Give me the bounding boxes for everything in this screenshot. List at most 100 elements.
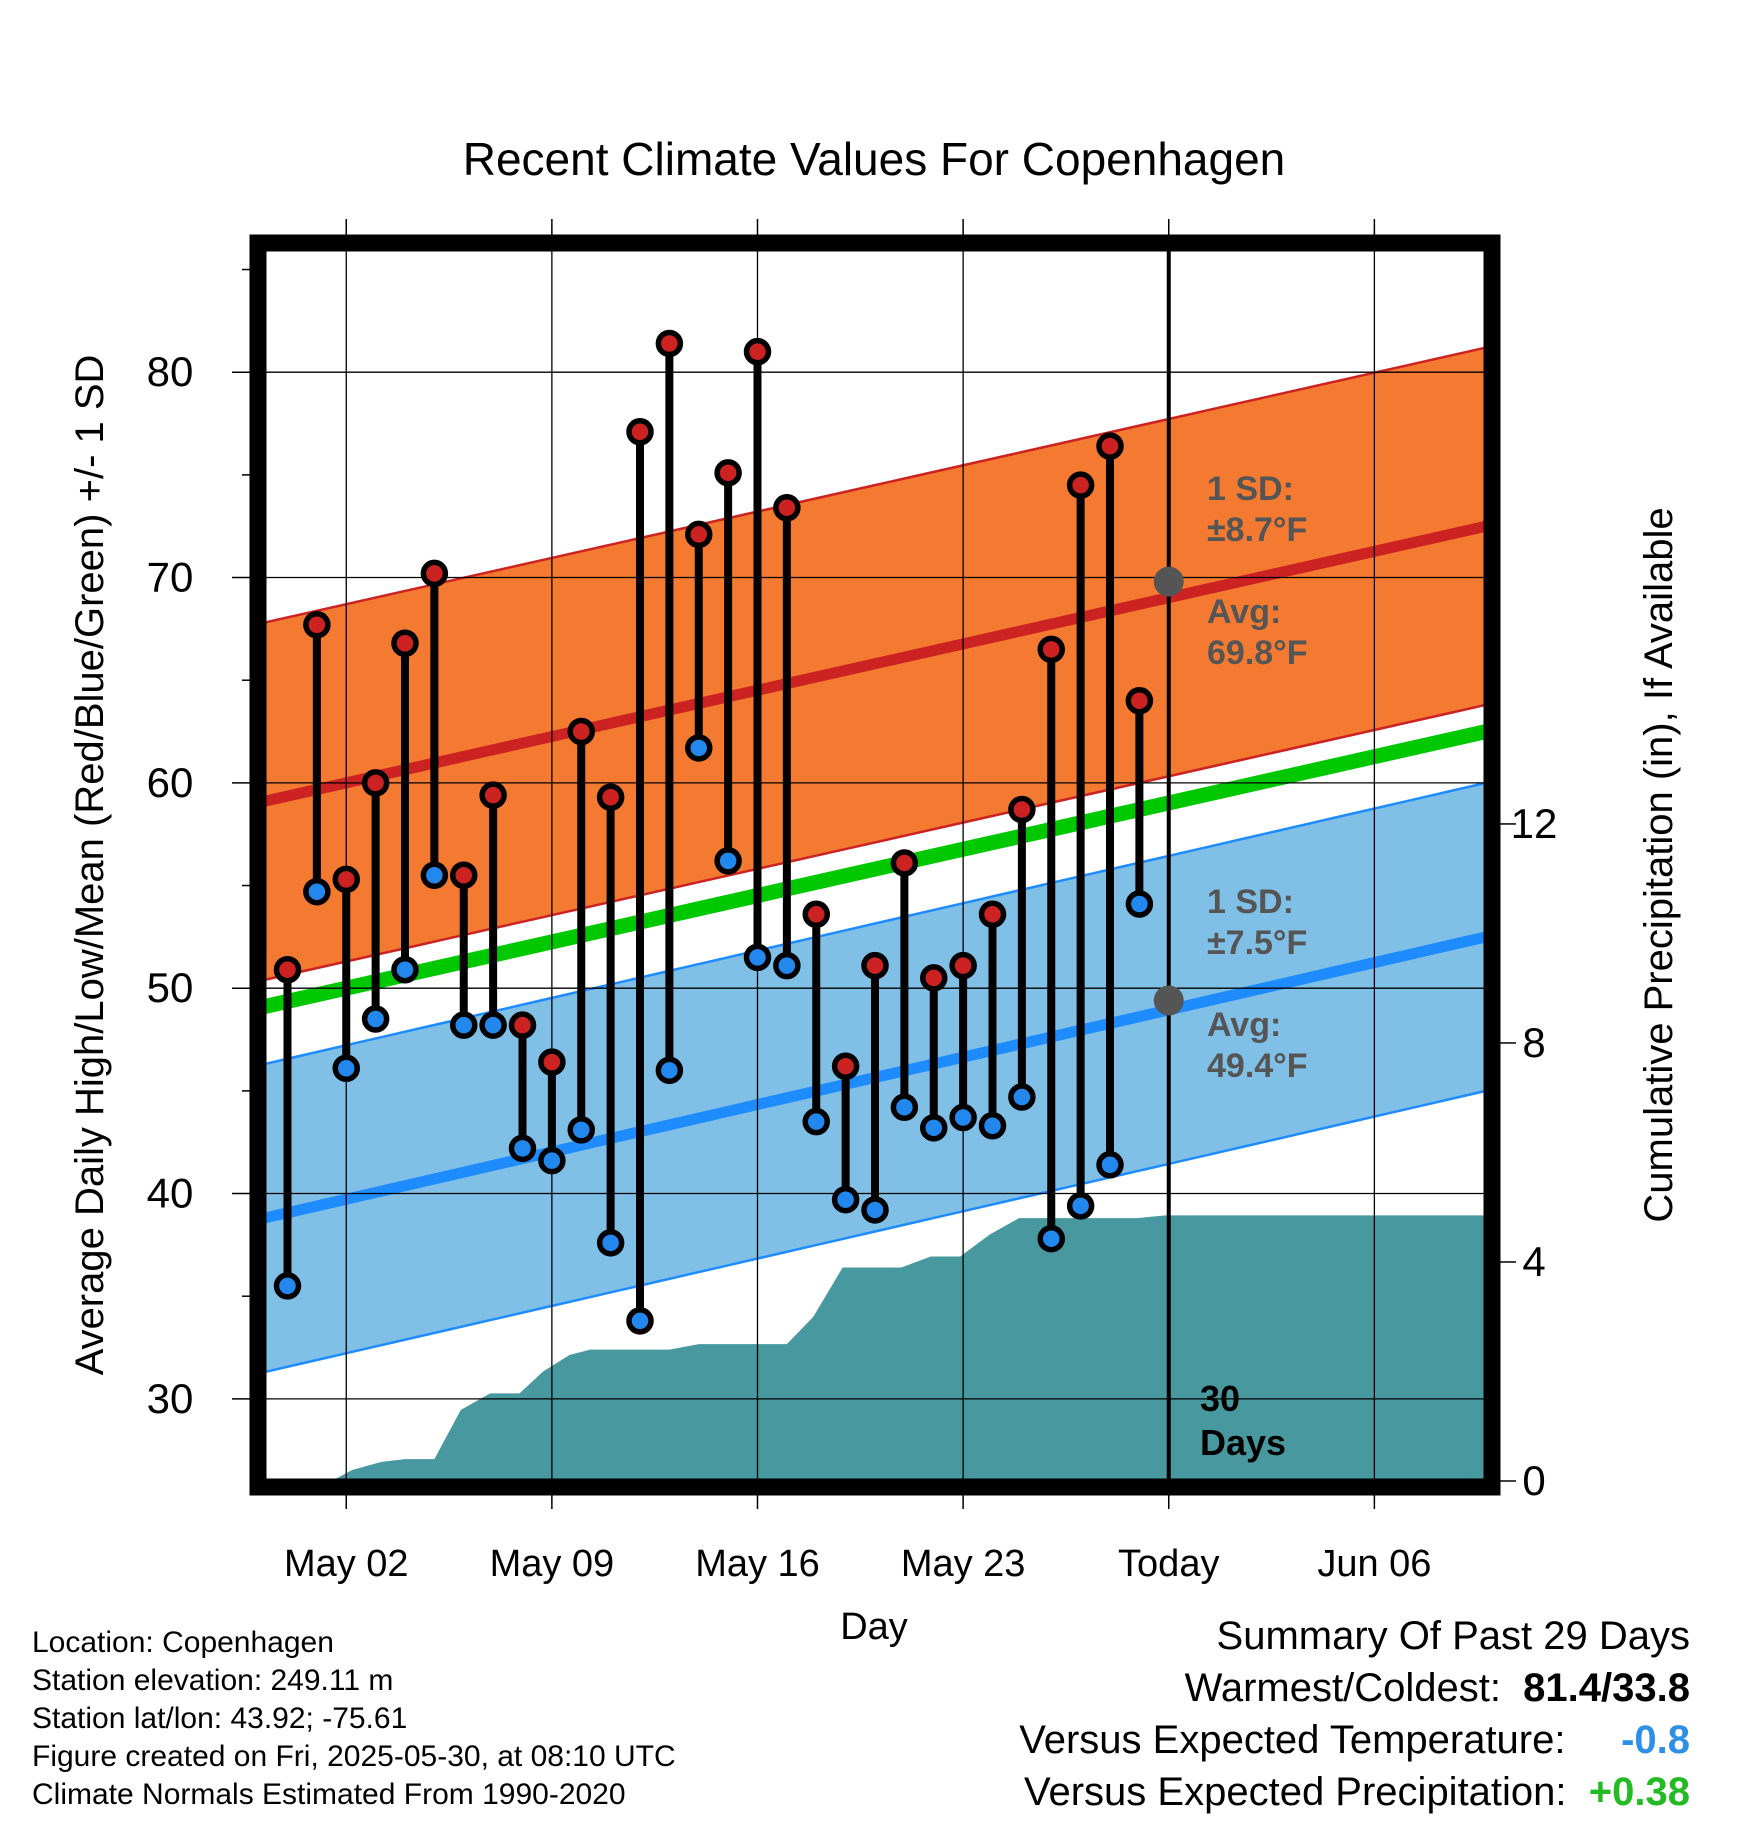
high-point bbox=[920, 964, 948, 992]
low-point bbox=[273, 1272, 302, 1300]
low-point bbox=[655, 1056, 684, 1085]
low-point bbox=[743, 943, 772, 972]
high-point bbox=[655, 329, 684, 358]
high-point bbox=[890, 849, 919, 877]
summary-title: Summary Of Past 29 Days bbox=[1216, 1614, 1690, 1658]
summary-warm-cold: Warmest/Coldest: 81.4/33.8 bbox=[1185, 1666, 1690, 1711]
y-tick-label: 80 bbox=[147, 348, 194, 395]
chart-frame bbox=[232, 219, 1516, 1509]
x-tick-label: May 16 bbox=[695, 1543, 820, 1585]
y-axis-label-right: Cumulative Precipitation (in), If Availa… bbox=[1637, 507, 1681, 1222]
footer-created: Figure created on Fri, 2025-05-30, at 08… bbox=[32, 1740, 676, 1773]
precip-area bbox=[331, 1215, 1486, 1481]
low-point bbox=[685, 734, 713, 762]
high-avg-label: Avg: bbox=[1207, 593, 1281, 631]
x-tick-label: Today bbox=[1118, 1543, 1219, 1585]
high-point bbox=[508, 1011, 537, 1039]
high-point bbox=[1066, 471, 1095, 499]
summary-warm-cold-value: 81.4/33.8 bbox=[1523, 1666, 1690, 1710]
low-point bbox=[949, 1103, 977, 1132]
high-point bbox=[626, 417, 654, 446]
today-days-number: 30 bbox=[1200, 1378, 1240, 1419]
high-point bbox=[743, 337, 772, 366]
precip-layer bbox=[331, 1215, 1486, 1481]
high-point bbox=[391, 629, 419, 657]
high-upper-sd-line bbox=[263, 346, 1487, 624]
footer-latlon: Station lat/lon: 43.92; -75.61 bbox=[32, 1702, 408, 1735]
y-tick-label: 30 bbox=[147, 1375, 194, 1422]
summary-temp: Versus Expected Temperature: -0.8 bbox=[1019, 1718, 1690, 1763]
high-point bbox=[714, 459, 742, 487]
low-point bbox=[1096, 1151, 1124, 1179]
low-point bbox=[538, 1146, 566, 1175]
low-point bbox=[626, 1307, 654, 1335]
high-sd-label: 1 SD: bbox=[1207, 470, 1294, 508]
plot-border bbox=[249, 234, 1501, 1496]
high-point bbox=[861, 951, 889, 980]
y-tick-label: 60 bbox=[147, 759, 194, 806]
high-point bbox=[1008, 795, 1036, 824]
summary-precip-value: +0.38 bbox=[1588, 1770, 1690, 1814]
low-point bbox=[831, 1185, 860, 1214]
low-point bbox=[361, 1005, 390, 1033]
low-point bbox=[508, 1134, 537, 1163]
high-point bbox=[831, 1052, 860, 1080]
high-point bbox=[1037, 635, 1065, 664]
low-point bbox=[890, 1093, 919, 1122]
high-point bbox=[1096, 432, 1124, 460]
footer-normals: Climate Normals Estimated From 1990-2020 bbox=[32, 1778, 626, 1811]
footer-elevation: Station elevation: 249.11 m bbox=[32, 1664, 394, 1697]
y-tick-label: 40 bbox=[147, 1170, 194, 1217]
summary-precip-label: Versus Expected Precipitation: bbox=[1024, 1770, 1567, 1814]
low-point bbox=[391, 955, 419, 984]
today-high-avg-marker bbox=[1153, 566, 1184, 597]
chart-title: Recent Climate Values For Copenhagen bbox=[463, 133, 1286, 185]
precip-tick-label: 0 bbox=[1522, 1457, 1545, 1504]
high-point bbox=[1125, 686, 1154, 715]
low-point bbox=[479, 1011, 507, 1039]
low-point bbox=[1008, 1083, 1036, 1111]
low-avg-label: Avg: bbox=[1207, 1006, 1281, 1044]
low-point bbox=[303, 877, 331, 906]
high-point bbox=[567, 717, 595, 746]
low-sd-value: ±7.5°F bbox=[1207, 924, 1307, 962]
summary-precip: Versus Expected Precipitation: +0.38 bbox=[1024, 1770, 1690, 1815]
high-point bbox=[773, 493, 801, 522]
high-point bbox=[361, 769, 390, 797]
high-point bbox=[450, 861, 478, 890]
high-normal-line bbox=[262, 520, 1488, 807]
low-point bbox=[420, 861, 449, 890]
summary-temp-label: Versus Expected Temperature: bbox=[1019, 1718, 1566, 1762]
high-point bbox=[802, 900, 830, 929]
y-tick-label: 70 bbox=[147, 554, 194, 601]
today-low-avg-marker bbox=[1153, 985, 1184, 1016]
low-sd-label: 1 SD: bbox=[1207, 883, 1294, 921]
low-point bbox=[1037, 1224, 1065, 1253]
low-avg-value: 49.4°F bbox=[1207, 1047, 1308, 1085]
low-point bbox=[714, 847, 742, 875]
high-point bbox=[685, 520, 713, 549]
high-point bbox=[538, 1048, 566, 1076]
precip-tick-label: 12 bbox=[1511, 800, 1558, 847]
high-point bbox=[273, 955, 302, 984]
low-point bbox=[332, 1054, 360, 1083]
summary-warm-cold-label: Warmest/Coldest: bbox=[1184, 1666, 1501, 1710]
x-axis-label: Day bbox=[840, 1606, 908, 1648]
today-days-label: Days bbox=[1200, 1422, 1286, 1463]
high-point bbox=[949, 951, 977, 980]
high-point bbox=[596, 783, 625, 811]
high-point bbox=[479, 781, 507, 809]
footer-location: Location: Copenhagen bbox=[32, 1626, 334, 1659]
low-point bbox=[596, 1229, 625, 1257]
low-point bbox=[802, 1107, 830, 1136]
low-point bbox=[773, 951, 801, 980]
daily-data-layer bbox=[273, 329, 1184, 1335]
high-avg-value: 69.8°F bbox=[1207, 634, 1308, 672]
chart-text: 30 40 50 60 70 80 0 4 8 12 May 02 May 09 May 16 May 2… bbox=[68, 133, 1681, 1648]
high-sd-value: ±8.7°F bbox=[1207, 511, 1307, 549]
summary-temp-value: -0.8 bbox=[1621, 1718, 1690, 1762]
x-tick-label: Jun 06 bbox=[1317, 1543, 1431, 1585]
low-point bbox=[450, 1011, 478, 1039]
y-axis-label-left: Average Daily High/Low/Mean (Red/Blue/Gr… bbox=[68, 355, 112, 1376]
